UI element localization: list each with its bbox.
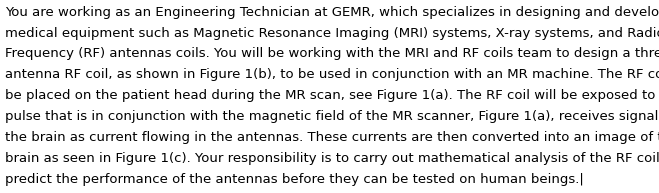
Text: brain as seen in Figure 1(c). Your responsibility is to carry out mathematical a: brain as seen in Figure 1(c). Your respo… bbox=[5, 152, 659, 165]
Text: the brain as current flowing in the antennas. These currents are then converted : the brain as current flowing in the ante… bbox=[5, 131, 659, 144]
Text: be placed on the patient head during the MR scan, see Figure 1(a). The RF coil w: be placed on the patient head during the… bbox=[5, 89, 659, 102]
Text: predict the performance of the antennas before they can be tested on human being: predict the performance of the antennas … bbox=[5, 173, 584, 185]
Text: You are working as an Engineering Technician at GEMR, which specializes in desig: You are working as an Engineering Techni… bbox=[5, 6, 659, 19]
Text: Frequency (RF) antennas coils. You will be working with the MRI and RF coils tea: Frequency (RF) antennas coils. You will … bbox=[5, 47, 659, 60]
Text: medical equipment such as Magnetic Resonance Imaging (MRI) systems, X-ray system: medical equipment such as Magnetic Reson… bbox=[5, 27, 659, 40]
Text: antenna RF coil, as shown in Figure 1(b), to be used in conjunction with an MR m: antenna RF coil, as shown in Figure 1(b)… bbox=[5, 68, 659, 81]
Text: pulse that is in conjunction with the magnetic field of the MR scanner, Figure 1: pulse that is in conjunction with the ma… bbox=[5, 110, 659, 123]
